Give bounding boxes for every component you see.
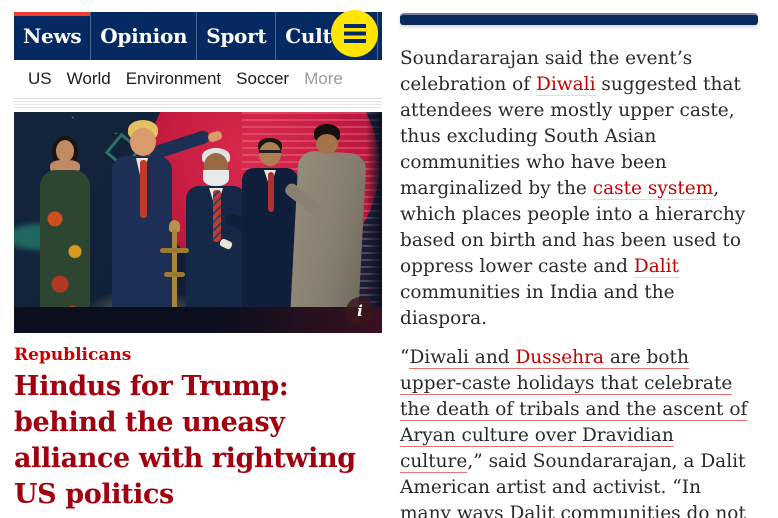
inline-link[interactable]: caste system [592, 178, 714, 200]
hamburger-icon [343, 24, 366, 43]
inline-link[interactable]: Dalit [633, 256, 680, 278]
paragraph-text: suggested that attendees were mostly upp… [400, 74, 741, 199]
divider-line [14, 107, 382, 108]
trump-figure [110, 120, 224, 333]
tab-news[interactable]: News [14, 12, 92, 60]
article-paragraph: “Diwali and Dussehra are both upper-cast… [400, 345, 752, 518]
inline-link[interactable]: Diwali [536, 74, 596, 96]
divider-line [14, 98, 382, 99]
tab-sport[interactable]: Sport [197, 12, 277, 60]
tab-lifestyle[interactable]: Lifestyle [378, 12, 491, 60]
menu-button[interactable] [331, 10, 378, 57]
paragraph-text: “ [400, 347, 410, 368]
subnav-item-soccer[interactable]: Soccer [236, 68, 290, 88]
article-paragraph: Soundararajan said the event’s celebrati… [400, 46, 752, 332]
inline-link[interactable]: are both upper-caste holidays that celeb… [400, 347, 748, 473]
man4-face [259, 142, 281, 166]
subnav-item-more[interactable]: More [304, 68, 343, 88]
subnav-item-environment[interactable]: Environment [125, 68, 222, 88]
header-bar-remnant [400, 13, 758, 25]
guardian-article-panel: News Opinion Sport Culture Lifestyle US … [14, 10, 491, 513]
elder-beard [203, 170, 229, 186]
trump-face [130, 128, 156, 156]
lamp-finial [169, 220, 180, 232]
elder-man-figure [184, 148, 248, 333]
divider-line [14, 104, 382, 105]
divider-line [14, 101, 382, 102]
man4-glasses [259, 150, 281, 153]
paragraph-text: Soundararajan said the event’s celebrati… [400, 48, 693, 95]
subnav-item-world[interactable]: World [66, 68, 111, 88]
primary-nav: News Opinion Sport Culture Lifestyle [14, 10, 491, 60]
man-with-glasses-figure [218, 138, 298, 333]
elder-striped-tie [213, 190, 221, 242]
section-divider-rules [14, 97, 382, 110]
section-label[interactable]: Republicans [14, 345, 132, 365]
secondary-nav: US World Environment Soccer More [14, 60, 382, 97]
inline-link[interactable]: Dussehra [515, 347, 604, 369]
article-text-panel: Soundararajan said the event’s celebrati… [400, 13, 760, 518]
woman-figure [36, 136, 94, 333]
man4-tie [268, 172, 274, 212]
tab-opinion[interactable]: Opinion [91, 12, 198, 60]
lamp-tier [164, 272, 185, 277]
paragraph-text: communities in India and the diaspora. [400, 282, 675, 329]
info-button[interactable]: i [346, 297, 374, 325]
trump-tie [140, 160, 147, 218]
paragraph-text: , which places people into a hierarchy b… [400, 178, 746, 277]
headline: Hindus for Trump: behind the uneasy alli… [14, 371, 356, 510]
gray-man-head [316, 134, 338, 154]
paragraph-text: ,” said Soundararajan, a Dalit American … [400, 451, 746, 518]
inline-link[interactable]: Diwali and [409, 347, 516, 369]
backdrop-edge-shadow [366, 112, 382, 333]
stage-floor [14, 307, 382, 333]
article-photo: i [14, 112, 382, 333]
gray-suit-man-figure [282, 124, 367, 333]
woman-dress [40, 170, 90, 333]
woman-face [56, 140, 74, 162]
subnav-item-us[interactable]: US [28, 68, 52, 88]
article-body: Soundararajan said the event’s celebrati… [400, 46, 752, 518]
lamp-tier [160, 248, 189, 253]
